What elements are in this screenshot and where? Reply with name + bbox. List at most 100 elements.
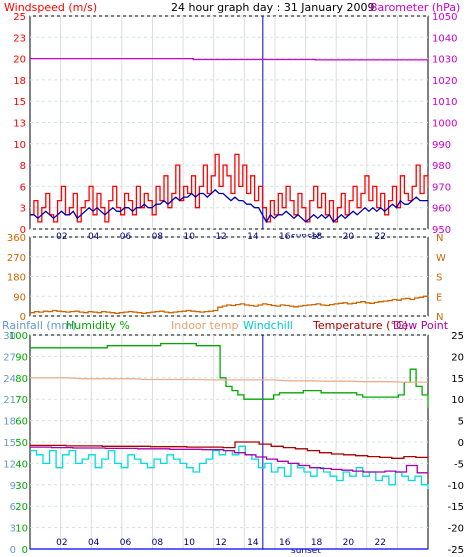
indoor-temp-label: Indoor temp <box>171 319 238 332</box>
temperature-tick: -20 <box>448 524 464 535</box>
temperature-tick: 20 <box>451 352 464 363</box>
humidity-line <box>30 342 429 408</box>
windspeed-tick: 15 <box>13 97 26 108</box>
windspeed-avg-line <box>30 189 428 224</box>
windspeed-tick: 18 <box>13 76 26 87</box>
rainfall-tick: 15 <box>3 438 16 449</box>
chart-title: 24 hour graph day : 31 January 2009 <box>171 1 375 14</box>
barometer-tick: 970 <box>432 182 451 193</box>
windspeed-tick: 0 <box>20 225 26 236</box>
top-x-tick: 04 <box>88 232 100 242</box>
direction-tick: 360 <box>7 233 26 244</box>
humidity-tick: 0 <box>22 545 28 556</box>
temperature-tick: 0 <box>458 438 464 449</box>
rainfall-tick: 30 <box>3 331 16 342</box>
humidity-tick: 90 <box>15 352 28 363</box>
humidity-tick: 50 <box>15 438 28 449</box>
barometer-line <box>30 57 428 61</box>
windspeed-axis-label: Windspeed (m/s) <box>4 1 97 14</box>
top-x-tick: 08 <box>152 232 164 242</box>
bottom-x-tick: 08 <box>152 538 164 548</box>
windspeed-tick: 3 <box>20 204 26 215</box>
humidity-tick: 10 <box>15 524 28 535</box>
top-x-tick: 06 <box>120 232 132 242</box>
top-x-tick: 22 <box>375 232 386 242</box>
bottom-sunset-label: sunset <box>291 546 321 556</box>
dewpoint-line <box>30 446 429 475</box>
rainfall-tick: 9 <box>10 481 16 492</box>
wind-direction-line <box>30 295 429 315</box>
bottom-x-tick: 06 <box>120 538 132 548</box>
rainfall-tick: 3 <box>10 524 16 535</box>
bottom-x-tick: 14 <box>247 538 259 548</box>
barometer-tick: 960 <box>432 204 451 215</box>
direction-tick: 90 <box>13 292 26 303</box>
rainfall-tick: 12 <box>3 459 16 470</box>
barometer-tick: 1030 <box>432 55 457 66</box>
rainfall-tick: 0 <box>10 545 16 556</box>
indoor-temp-line <box>30 377 428 383</box>
compass-label: E <box>436 292 442 303</box>
rainfall-tick: 27 <box>3 352 16 363</box>
rainfall-tick: 6 <box>10 502 16 513</box>
windspeed-tick: 6 <box>20 182 26 193</box>
bottom-x-tick: 10 <box>183 538 195 548</box>
barometer-axis-label: Barometer (hPa) <box>370 1 460 14</box>
barometer-tick: 990 <box>432 140 451 151</box>
rainfall-tick: 18 <box>3 417 16 428</box>
humidity-tick: 80 <box>15 374 28 385</box>
bottom-x-tick: 22 <box>375 538 386 548</box>
humidity-tick: 70 <box>15 395 28 406</box>
barometer-tick: 1020 <box>432 76 457 87</box>
humidity-tick: 100 <box>9 331 28 342</box>
windchill-label: Windchill <box>243 319 293 332</box>
rainfall-tick: 24 <box>3 374 16 385</box>
top-x-tick: 20 <box>343 232 355 242</box>
dewpoint-label: Dew Point <box>393 319 449 332</box>
temperature-tick: -25 <box>448 545 464 556</box>
temperature-tick: 10 <box>451 395 464 406</box>
windspeed-tick: 25 <box>13 12 26 23</box>
top-x-tick: 16 <box>279 232 291 242</box>
compass-label: N <box>436 312 443 323</box>
windspeed-tick: 20 <box>13 55 26 66</box>
compass-label: S <box>436 273 442 284</box>
compass-label: W <box>436 253 446 264</box>
humidity-tick: 40 <box>15 459 28 470</box>
barometer-tick: 1040 <box>432 33 457 44</box>
rainfall-axis-label: Rainfall (mm) <box>2 319 76 332</box>
direction-tick: 180 <box>7 273 26 284</box>
windspeed-tick: 8 <box>20 161 26 172</box>
temperature-label: Temperature (°C) <box>312 319 408 332</box>
temperature-tick: 25 <box>451 331 464 342</box>
rainfall-tick: 21 <box>3 395 16 406</box>
compass-label: N <box>436 233 443 244</box>
barometer-tick: 1000 <box>432 119 457 130</box>
top-x-tick: 14 <box>247 232 259 242</box>
top-x-tick: 12 <box>215 232 226 242</box>
bottom-x-tick: 20 <box>343 538 355 548</box>
direction-tick: 0 <box>20 312 26 323</box>
bottom-x-tick: 16 <box>279 538 291 548</box>
temperature-tick: 5 <box>458 417 464 428</box>
humidity-axis-label: Humidity % <box>66 319 130 332</box>
bottom-x-tick: 12 <box>215 538 226 548</box>
temperature-line <box>30 441 429 459</box>
top-x-tick: 18 <box>311 232 323 242</box>
top-x-tick: 02 <box>56 232 67 242</box>
bottom-x-tick: 04 <box>88 538 100 548</box>
barometer-tick: 950 <box>432 225 451 236</box>
top-x-tick: 10 <box>183 232 195 242</box>
barometer-tick: 1010 <box>432 97 457 108</box>
windspeed-tick: 23 <box>13 33 26 44</box>
humidity-tick: 20 <box>15 502 28 513</box>
humidity-tick: 60 <box>15 417 28 428</box>
windspeed-tick: 10 <box>13 140 26 151</box>
barometer-tick: 1050 <box>432 12 457 23</box>
temperature-tick: -10 <box>448 481 464 492</box>
humidity-tick: 30 <box>15 481 28 492</box>
temperature-tick: -5 <box>454 459 464 470</box>
bottom-x-tick: 02 <box>56 538 67 548</box>
